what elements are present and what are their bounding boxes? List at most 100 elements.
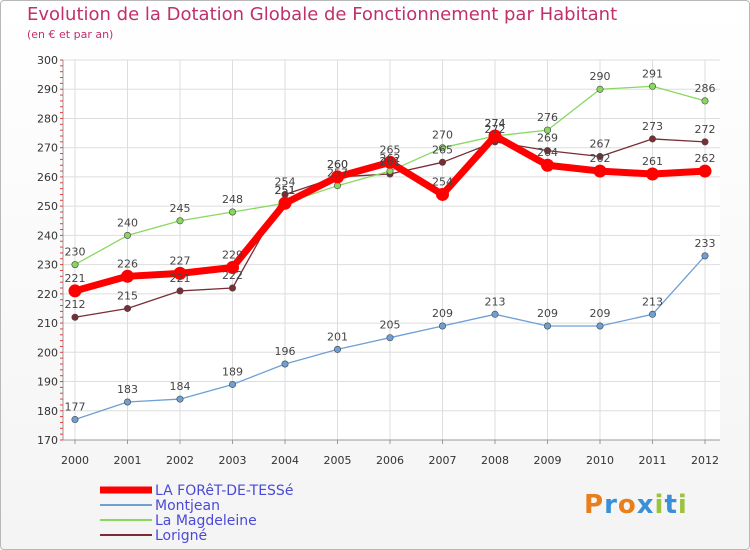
data-label: 213 [642, 295, 663, 308]
data-point [71, 416, 79, 424]
data-point [596, 322, 604, 330]
x-tick-label: 2012 [691, 454, 719, 467]
data-label: 265 [432, 143, 453, 156]
data-label: 209 [590, 307, 611, 320]
data-point [71, 261, 79, 269]
data-point [701, 138, 709, 146]
data-point [438, 158, 446, 166]
y-tick-label: 170 [37, 434, 58, 447]
data-label: 261 [380, 155, 401, 168]
data-label: 260 [327, 158, 348, 171]
data-label: 221 [170, 272, 191, 285]
data-label: 183 [117, 383, 138, 396]
data-point [331, 170, 344, 184]
data-label: 264 [537, 146, 558, 159]
y-tick-label: 220 [37, 288, 58, 301]
data-label: 221 [65, 272, 86, 285]
chart-subtitle: (en € et par an) [27, 28, 114, 41]
y-tick-label: 300 [37, 54, 58, 67]
data-label: 257 [327, 167, 348, 180]
data-label: 276 [537, 111, 558, 124]
data-label: 269 [537, 132, 558, 145]
y-tick-label: 260 [37, 171, 58, 184]
y-tick-label: 280 [37, 112, 58, 125]
legend-entry: LA FORêT-DE-TESSé [155, 483, 293, 499]
y-tick-label: 230 [37, 259, 58, 272]
legend-entry: La Magdeleine [155, 513, 257, 529]
data-label: 251 [275, 184, 296, 197]
data-label: 226 [117, 257, 138, 270]
data-label: 213 [485, 295, 506, 308]
data-label: 222 [222, 269, 243, 282]
data-point [333, 182, 341, 190]
data-label: 260 [327, 158, 348, 171]
logo-letter: o [617, 490, 637, 520]
x-tick-label: 2007 [429, 454, 457, 467]
x-tick-label: 2002 [166, 454, 194, 467]
x-tick-label: 2000 [61, 454, 89, 467]
y-tick-label: 200 [37, 346, 58, 359]
logo-letter: t [664, 490, 678, 520]
data-label: 273 [642, 120, 663, 133]
data-point [124, 231, 132, 239]
data-point [648, 82, 656, 90]
y-tick-label: 250 [37, 200, 58, 213]
data-label: 227 [170, 254, 191, 267]
data-point [596, 152, 604, 160]
data-point [226, 261, 239, 275]
data-label: 267 [590, 137, 611, 150]
proxiti-logo: Proxiti [584, 490, 688, 520]
data-point [593, 164, 607, 178]
data-point [68, 284, 82, 298]
data-label: 272 [695, 123, 716, 136]
x-tick-label: 2011 [639, 454, 667, 467]
data-point [176, 217, 184, 225]
y-tick-label: 270 [37, 142, 58, 155]
y-tick-label: 290 [37, 83, 58, 96]
legend-entry: Montjean [155, 498, 220, 514]
data-label: 189 [222, 365, 243, 378]
data-point [124, 398, 132, 406]
data-point [121, 269, 134, 283]
data-label: 212 [65, 298, 86, 311]
data-label: 286 [695, 82, 716, 95]
data-label: 215 [117, 289, 138, 302]
data-point [646, 167, 659, 181]
data-point [71, 313, 79, 321]
logo-letter: P [584, 490, 605, 520]
logo-letter: r [604, 490, 618, 520]
data-point [648, 135, 656, 143]
data-label: 209 [537, 307, 558, 320]
data-point [698, 164, 712, 178]
data-label: 272 [485, 123, 506, 136]
y-tick-label: 210 [37, 317, 58, 330]
x-tick-label: 2003 [219, 454, 247, 467]
data-label: 254 [432, 175, 453, 188]
data-point [173, 266, 187, 280]
data-point [488, 129, 502, 143]
data-label: 209 [432, 307, 453, 320]
data-point [436, 187, 449, 201]
data-label: 262 [380, 152, 401, 165]
data-label: 262 [695, 152, 716, 165]
data-label: 251 [275, 184, 296, 197]
x-tick-label: 2008 [481, 454, 509, 467]
data-point [541, 158, 554, 172]
data-point [386, 334, 394, 342]
legend-entry: Lorigné [155, 528, 207, 544]
data-point [701, 97, 709, 105]
data-label: 205 [380, 319, 401, 332]
chart-title: Evolution de la Dotation Globale de Fonc… [27, 4, 618, 25]
data-label: 230 [65, 246, 86, 259]
data-point [281, 360, 289, 368]
data-label: 274 [485, 117, 506, 130]
data-point [438, 144, 446, 152]
data-point [543, 147, 551, 155]
data-point [491, 310, 499, 318]
logo-letter: x [636, 490, 655, 520]
data-label: 196 [275, 345, 296, 358]
x-tick-label: 2009 [534, 454, 562, 467]
data-point [386, 167, 394, 175]
y-tick-label: 240 [37, 229, 58, 242]
